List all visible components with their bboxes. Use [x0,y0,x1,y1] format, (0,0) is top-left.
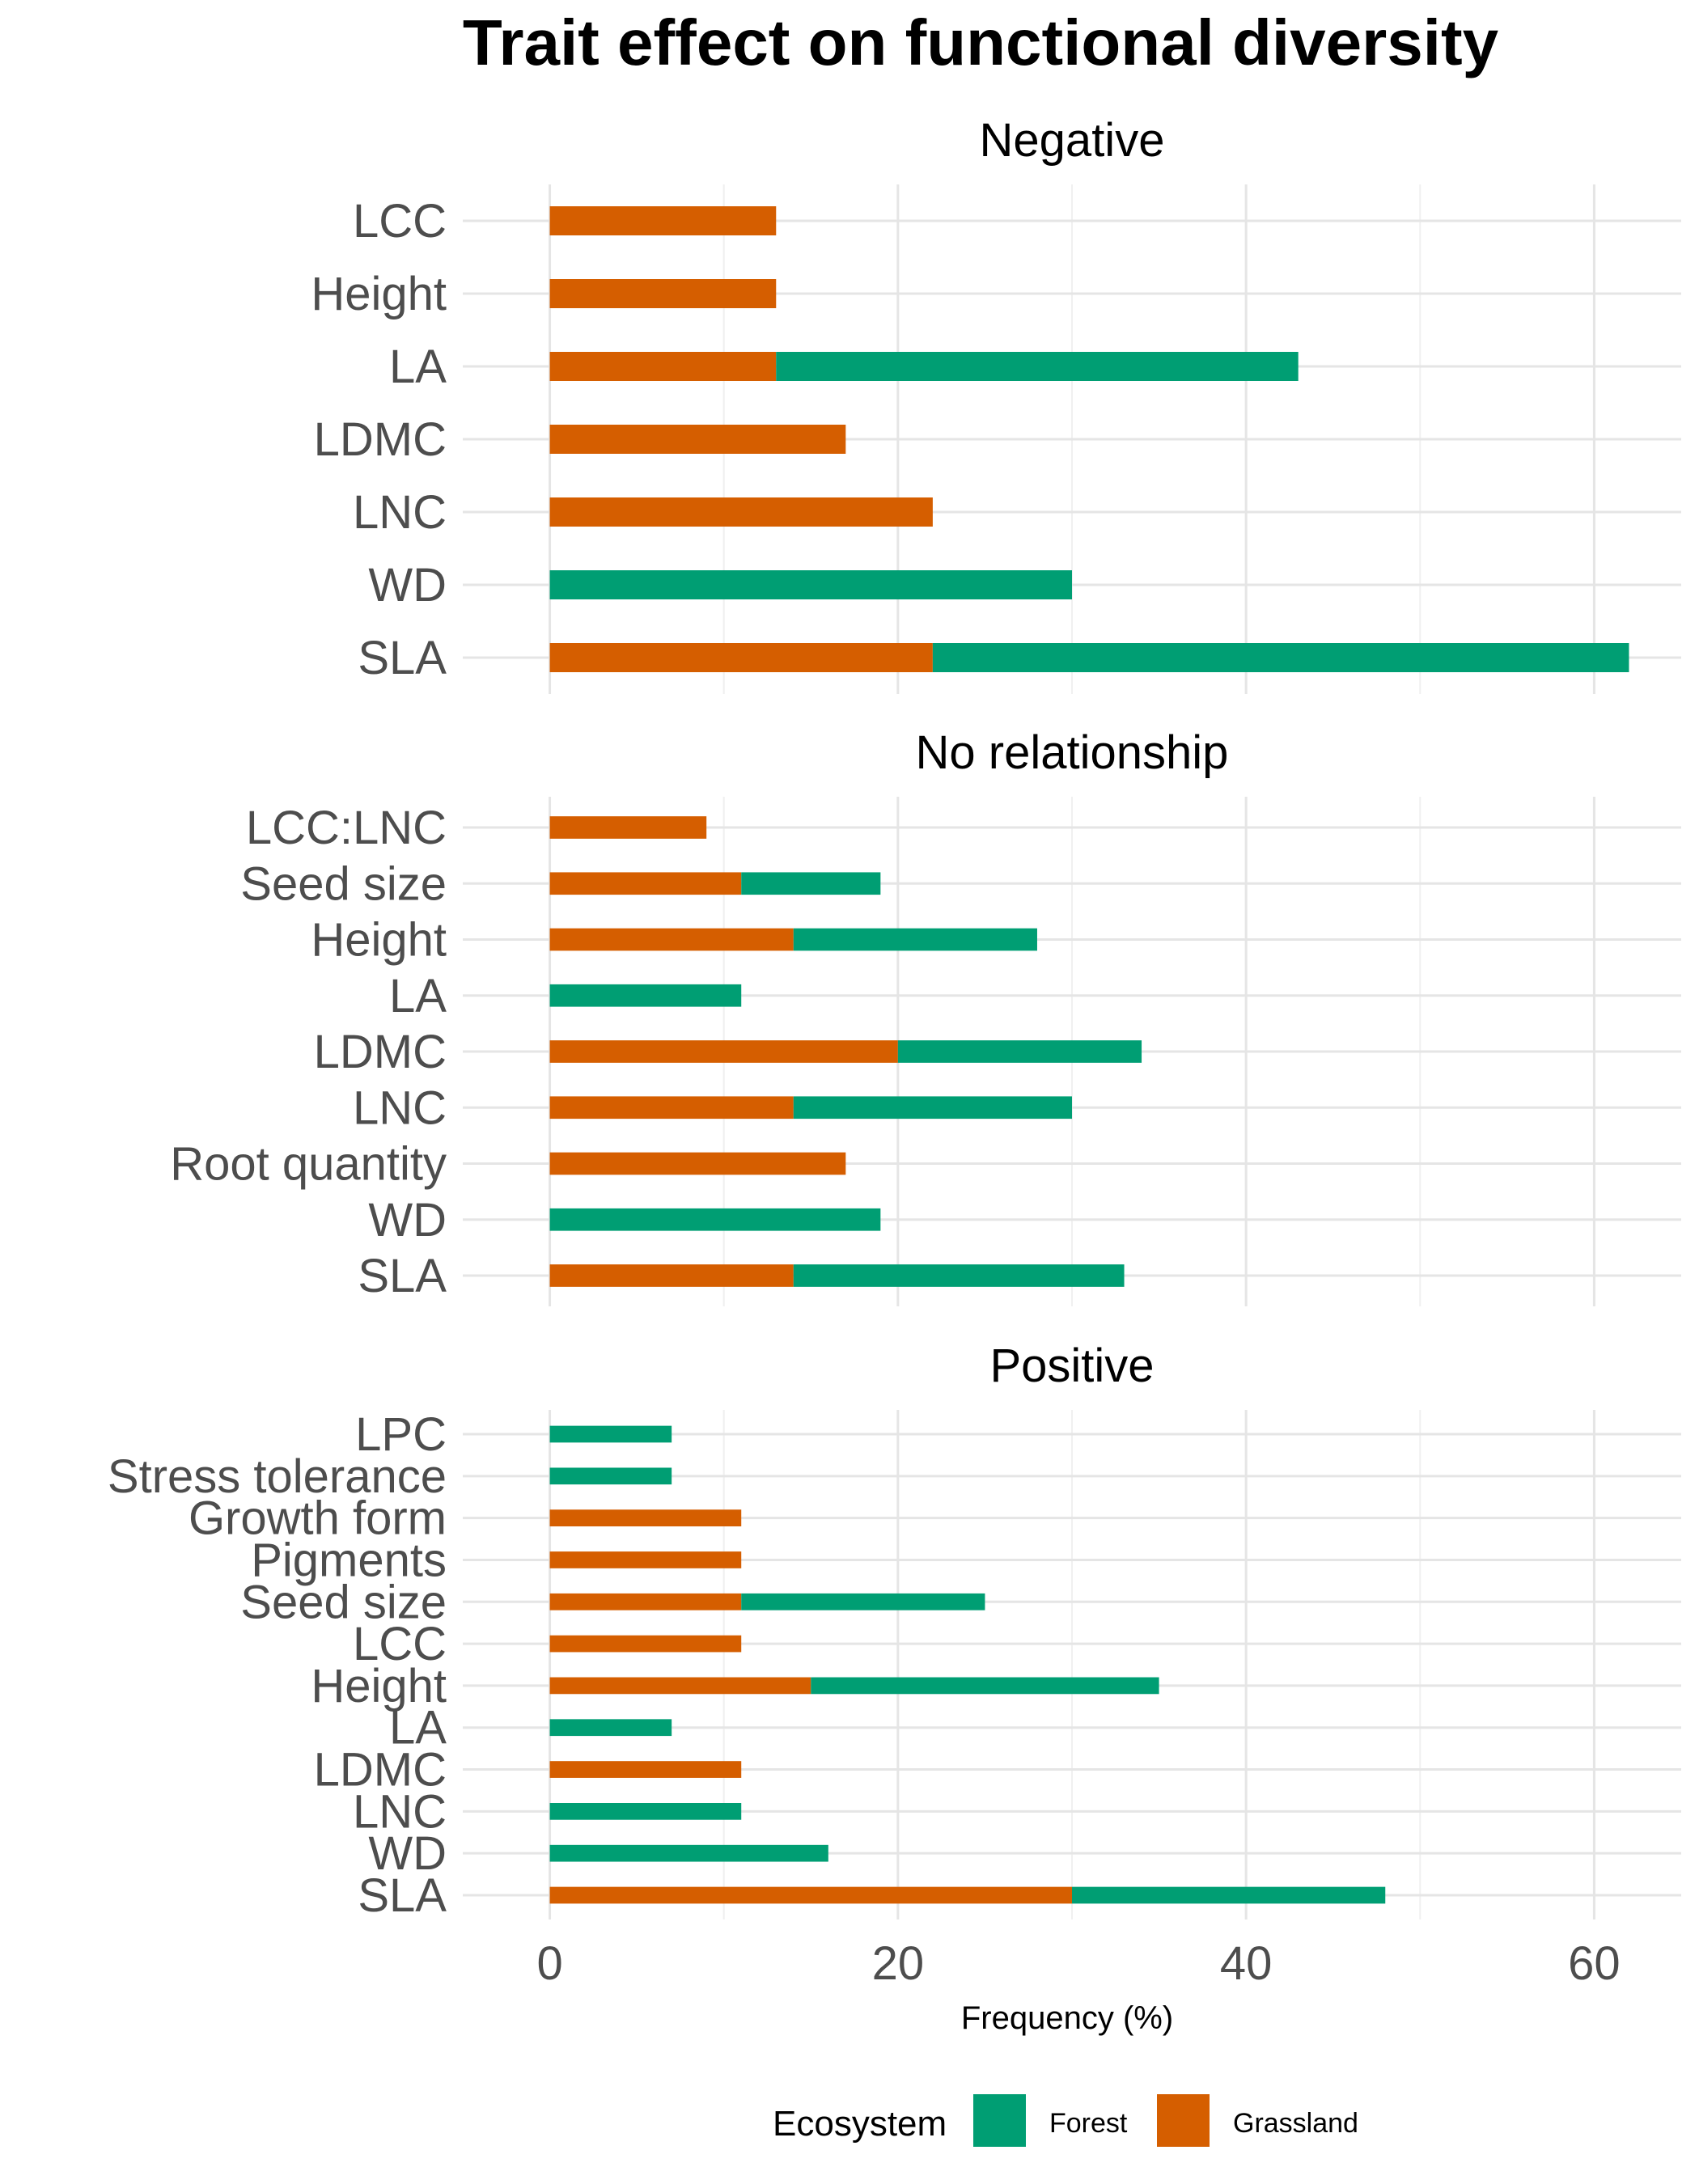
y-tick-label: Pigments [251,1534,447,1586]
y-tick-label: LDMC [314,413,447,466]
bar-forest-wd [549,1208,881,1231]
y-tick-label: Height [311,1660,447,1712]
legend-title: Ecosystem [773,2104,947,2144]
bar-forest-lnc [793,1096,1072,1120]
y-tick-label: WD [368,1827,447,1880]
bar-grassland-seed-size [549,1593,742,1610]
x-axis-title: Frequency (%) [961,2000,1173,2036]
chart-title: Trait effect on functional diversity [463,6,1499,78]
bar-forest-height [811,1677,1159,1695]
x-tick-label: 0 [536,1937,562,1990]
bar-grassland-la [549,352,777,381]
facet-strip-label: No relationship [916,726,1229,779]
y-tick-label: LCC:LNC [246,802,447,854]
bar-forest-lpc [549,1425,672,1443]
y-tick-label: LA [389,341,447,393]
y-tick-label: LDMC [314,1026,447,1078]
bar-forest-sla [932,643,1629,672]
legend-key-forest [973,2094,1026,2147]
bar-grassland-height [549,1677,811,1695]
bar-grassland-ldmc [549,425,846,454]
bar-forest-sla [1072,1886,1386,1904]
x-tick-label: 20 [872,1937,925,1990]
bar-grassland-pigments [549,1551,742,1568]
bar-forest-la [549,1719,672,1737]
bar-grassland-sla [549,643,933,672]
bar-grassland-height [549,279,777,308]
bar-forest-sla [793,1264,1125,1287]
bar-grassland-sla [549,1264,794,1287]
bar-grassland-lcc-lnc [549,816,707,839]
bar-forest-lnc [549,1803,742,1820]
bar-forest-seed-size [741,1593,985,1610]
y-tick-label: Stress tolerance [108,1450,447,1503]
y-tick-label: Height [311,914,447,967]
y-tick-label: LNC [353,486,447,539]
facet-strip-label: Positive [989,1340,1154,1392]
y-tick-label: Growth form [189,1492,447,1545]
y-tick-label: LDMC [314,1744,447,1797]
y-tick-label: LCC [353,1618,447,1670]
bar-forest-la [549,984,742,1007]
bar-grassland-lcc [549,1635,742,1653]
bar-forest-height [793,928,1037,951]
x-axis: 0 20 40 60 [536,1937,1620,1990]
y-tick-label: LNC [353,1785,447,1838]
y-tick-label: WD [368,559,447,612]
bar-forest-seed-size [741,872,881,895]
x-tick-label: 40 [1220,1937,1273,1990]
facet-strip-label: Negative [980,114,1165,167]
y-tick-label: Seed size [240,857,447,910]
facet-panel-0: Negative LCC Height LA LDMC LNC WD SLA [311,114,1681,694]
bar-forest-la [776,352,1299,381]
legend-label-forest: Forest [1049,2108,1128,2139]
y-tick-label: SLA [358,632,447,684]
bar-grassland-lnc [549,1096,794,1120]
bar-forest-stress-tolerance [549,1467,672,1485]
bar-forest-wd [549,570,1072,599]
y-tick-label: WD [368,1194,447,1246]
y-tick-label: Seed size [240,1576,447,1628]
bar-grassland-growth-form [549,1509,742,1526]
x-tick-label: 60 [1568,1937,1621,1990]
bar-grassland-lnc [549,497,933,527]
y-tick-label: LPC [355,1408,447,1461]
legend: Ecosystem Forest Grassland [773,2094,1358,2147]
bar-grassland-height [549,928,794,951]
bar-grassland-ldmc [549,1761,742,1778]
y-tick-label: SLA [358,1250,447,1302]
bar-grassland-sla [549,1886,1072,1904]
y-tick-label: Root quantity [170,1138,447,1191]
bar-grassland-lcc [549,206,777,235]
y-tick-label: LNC [353,1081,447,1134]
bar-grassland-seed-size [549,872,742,895]
bar-forest-wd [549,1844,828,1862]
y-tick-label: LA [389,1702,447,1754]
y-tick-label: SLA [358,1869,447,1922]
y-tick-label: LA [389,970,447,1022]
bar-forest-ldmc [897,1040,1142,1063]
bar-grassland-ldmc [549,1040,898,1063]
y-tick-label: LCC [353,195,447,248]
y-tick-label: Height [311,268,447,320]
bar-grassland-root-quantity [549,1152,846,1175]
legend-key-grassland [1157,2094,1210,2147]
legend-label-grassland: Grassland [1233,2108,1358,2139]
